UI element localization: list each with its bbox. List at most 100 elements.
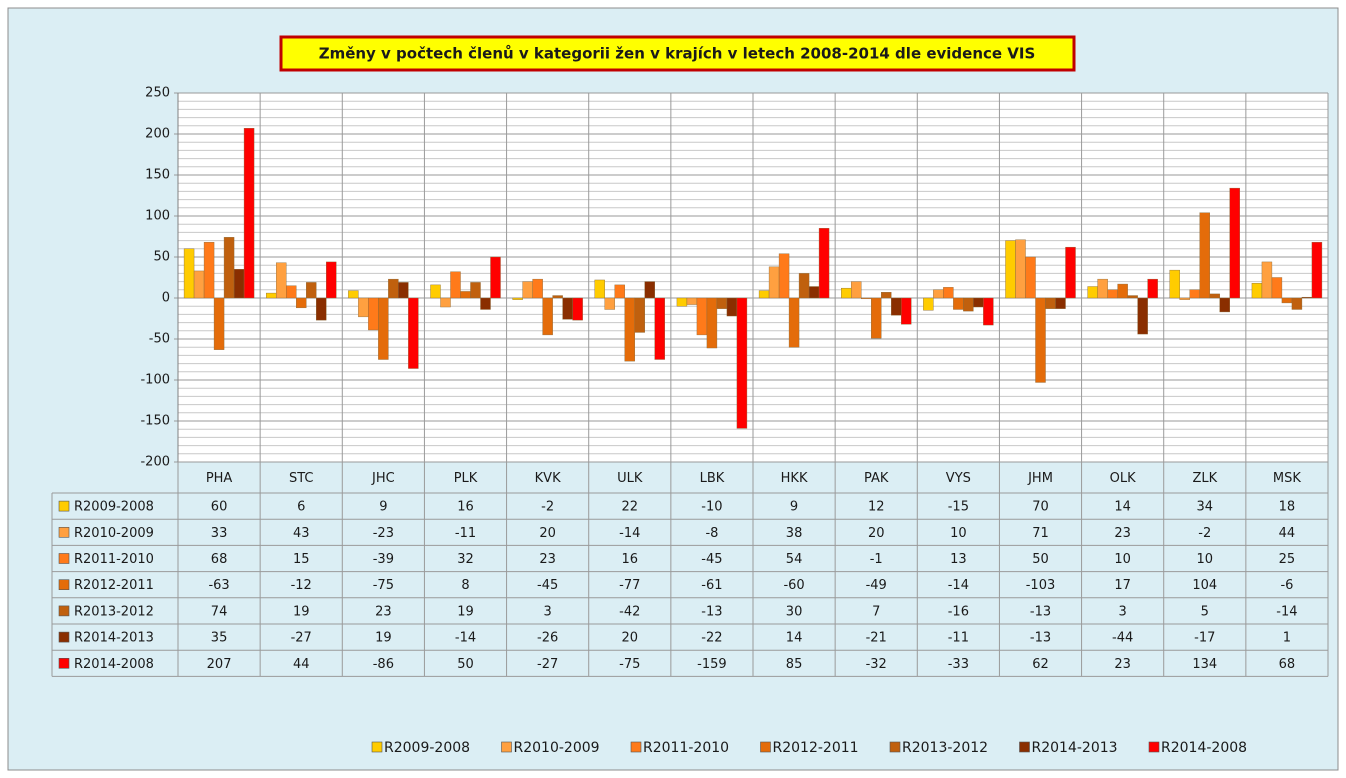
bar bbox=[841, 287, 852, 299]
bar bbox=[532, 278, 543, 299]
bar bbox=[542, 297, 553, 336]
row-label: R2009-2008 bbox=[74, 500, 154, 515]
bar bbox=[1199, 212, 1210, 299]
legend-key bbox=[1148, 741, 1160, 753]
bar bbox=[706, 297, 718, 349]
table-cell: 9 bbox=[379, 500, 387, 515]
bar bbox=[490, 256, 501, 299]
legend-key bbox=[58, 631, 70, 643]
bar bbox=[1189, 289, 1200, 299]
table-cell: 43 bbox=[293, 526, 310, 541]
y-tick-label: 100 bbox=[145, 209, 170, 224]
bar bbox=[572, 297, 583, 321]
bar bbox=[286, 285, 297, 299]
table-cell: -12 bbox=[291, 578, 312, 593]
table-cell: -63 bbox=[208, 578, 229, 593]
table-cell: 54 bbox=[786, 552, 803, 567]
legend-label: R2011-2010 bbox=[643, 740, 729, 756]
table-cell: 16 bbox=[622, 552, 639, 567]
table-cell: 207 bbox=[207, 657, 232, 672]
table-cell: -103 bbox=[1026, 578, 1056, 593]
table-cell: 19 bbox=[375, 631, 392, 646]
y-tick-label: 150 bbox=[145, 168, 170, 183]
bar bbox=[1251, 283, 1263, 299]
bar bbox=[788, 297, 800, 348]
bar bbox=[624, 297, 635, 362]
bar bbox=[871, 297, 882, 339]
bar bbox=[1107, 289, 1118, 299]
table-cell: 16 bbox=[457, 500, 474, 515]
y-tick-label: -100 bbox=[140, 373, 170, 388]
x-tick-label: ULK bbox=[617, 471, 643, 486]
bar bbox=[1311, 242, 1323, 299]
bar bbox=[933, 289, 944, 299]
x-tick-label: VYS bbox=[946, 471, 971, 486]
bar bbox=[696, 297, 708, 336]
legend-label: R2013-2012 bbox=[902, 740, 988, 756]
bar bbox=[758, 290, 770, 299]
bar bbox=[604, 297, 615, 310]
table-cell: 15 bbox=[293, 552, 310, 567]
x-tick-label: ZLK bbox=[1192, 471, 1217, 486]
y-tick-label: -150 bbox=[140, 414, 170, 429]
table-cell: 25 bbox=[1279, 552, 1296, 567]
y-tick-label: 0 bbox=[162, 291, 170, 306]
bar bbox=[368, 297, 379, 331]
bar bbox=[686, 297, 698, 305]
bar bbox=[326, 261, 337, 299]
legend-label: R2010-2009 bbox=[514, 740, 600, 756]
x-tick-label: PLK bbox=[454, 471, 478, 486]
bar bbox=[1137, 297, 1148, 335]
table-cell: -14 bbox=[619, 526, 640, 541]
bar bbox=[183, 248, 195, 299]
bar bbox=[276, 262, 287, 299]
table-cell: 74 bbox=[211, 604, 228, 619]
bar bbox=[1127, 295, 1138, 299]
legend-key bbox=[889, 741, 901, 753]
y-tick-label: -200 bbox=[140, 455, 170, 470]
bar bbox=[398, 282, 409, 299]
table-cell: 33 bbox=[211, 526, 228, 541]
table-cell: 32 bbox=[457, 552, 474, 567]
table-cell: 3 bbox=[544, 604, 552, 619]
bar bbox=[726, 297, 738, 317]
bar bbox=[522, 281, 533, 299]
table-cell: -60 bbox=[783, 578, 804, 593]
bar bbox=[881, 292, 892, 299]
bar bbox=[1015, 239, 1026, 299]
table-cell: 19 bbox=[293, 604, 310, 619]
x-tick-label: PHA bbox=[206, 471, 233, 486]
legend-label: R2012-2011 bbox=[773, 740, 859, 756]
bar bbox=[1055, 297, 1066, 309]
bar bbox=[676, 297, 688, 307]
legend-key bbox=[58, 526, 70, 538]
legend-label: R2014-2008 bbox=[1161, 740, 1247, 756]
table-cell: 134 bbox=[1192, 657, 1217, 672]
table-cell: 23 bbox=[375, 604, 392, 619]
bar bbox=[430, 284, 441, 299]
legend-key bbox=[760, 741, 771, 753]
legend-key bbox=[630, 741, 642, 753]
bar bbox=[1065, 246, 1076, 299]
table-cell: 13 bbox=[950, 552, 967, 567]
bar bbox=[440, 297, 451, 308]
table-cell: -11 bbox=[455, 526, 476, 541]
table-cell: -39 bbox=[373, 552, 394, 567]
bar bbox=[223, 237, 235, 299]
bar bbox=[378, 297, 389, 360]
bar bbox=[480, 297, 491, 310]
bar bbox=[450, 271, 461, 299]
y-tick-label: 250 bbox=[145, 86, 170, 101]
table-cell: 3 bbox=[1119, 604, 1127, 619]
bar bbox=[306, 282, 317, 299]
table-cell: 44 bbox=[1279, 526, 1296, 541]
legend-key bbox=[371, 741, 383, 753]
table-cell: -1 bbox=[870, 552, 883, 567]
table-cell: -14 bbox=[1276, 604, 1297, 619]
table-cell: 10 bbox=[950, 526, 967, 541]
table-cell: -26 bbox=[537, 631, 558, 646]
table-cell: -32 bbox=[866, 657, 887, 672]
bar bbox=[818, 228, 830, 299]
table-cell: 60 bbox=[211, 500, 228, 515]
